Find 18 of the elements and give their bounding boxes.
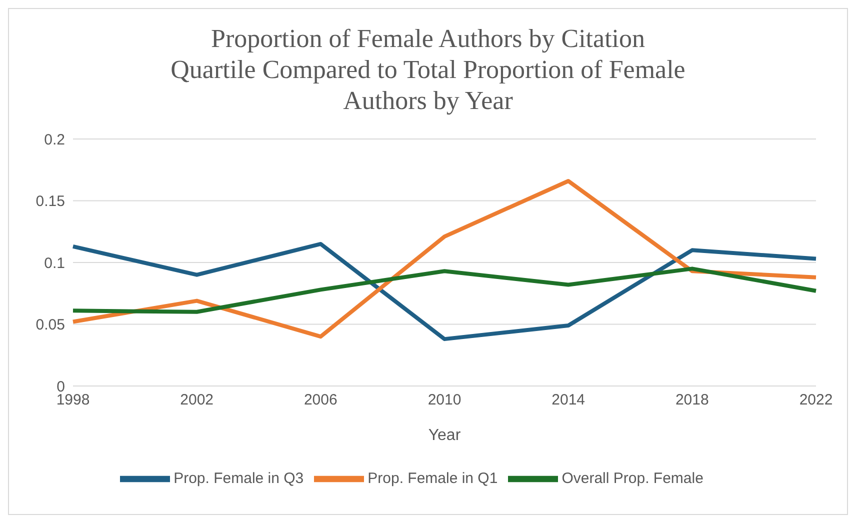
legend-label: Prop. Female in Q3 [174,470,304,487]
y-tick-label: 0.1 [44,254,65,272]
y-tick-label: 0.2 [44,131,65,148]
y-tick-label: 0.05 [36,316,65,334]
chart-title: Proportion of Female Authors by Citation Quartile Compared to Total Proportion of Female Authors by Year [170,23,686,117]
legend-label: Prop. Female in Q1 [368,470,498,487]
x-tick-label: 2006 [304,392,338,409]
y-tick-label: 0.15 [36,193,65,210]
x-axis-title: Year [428,427,462,444]
line-series [71,242,818,342]
x-tick-label: 2014 [552,392,586,409]
line-series [71,178,818,339]
x-tick-label: 2002 [180,392,214,409]
x-tick-label: 2018 [675,392,709,409]
x-tick-label: 2010 [428,392,462,409]
x-tick-label: 2022 [799,392,833,409]
line-series [71,266,818,314]
legend-label: Overall Prop. Female [562,470,704,487]
